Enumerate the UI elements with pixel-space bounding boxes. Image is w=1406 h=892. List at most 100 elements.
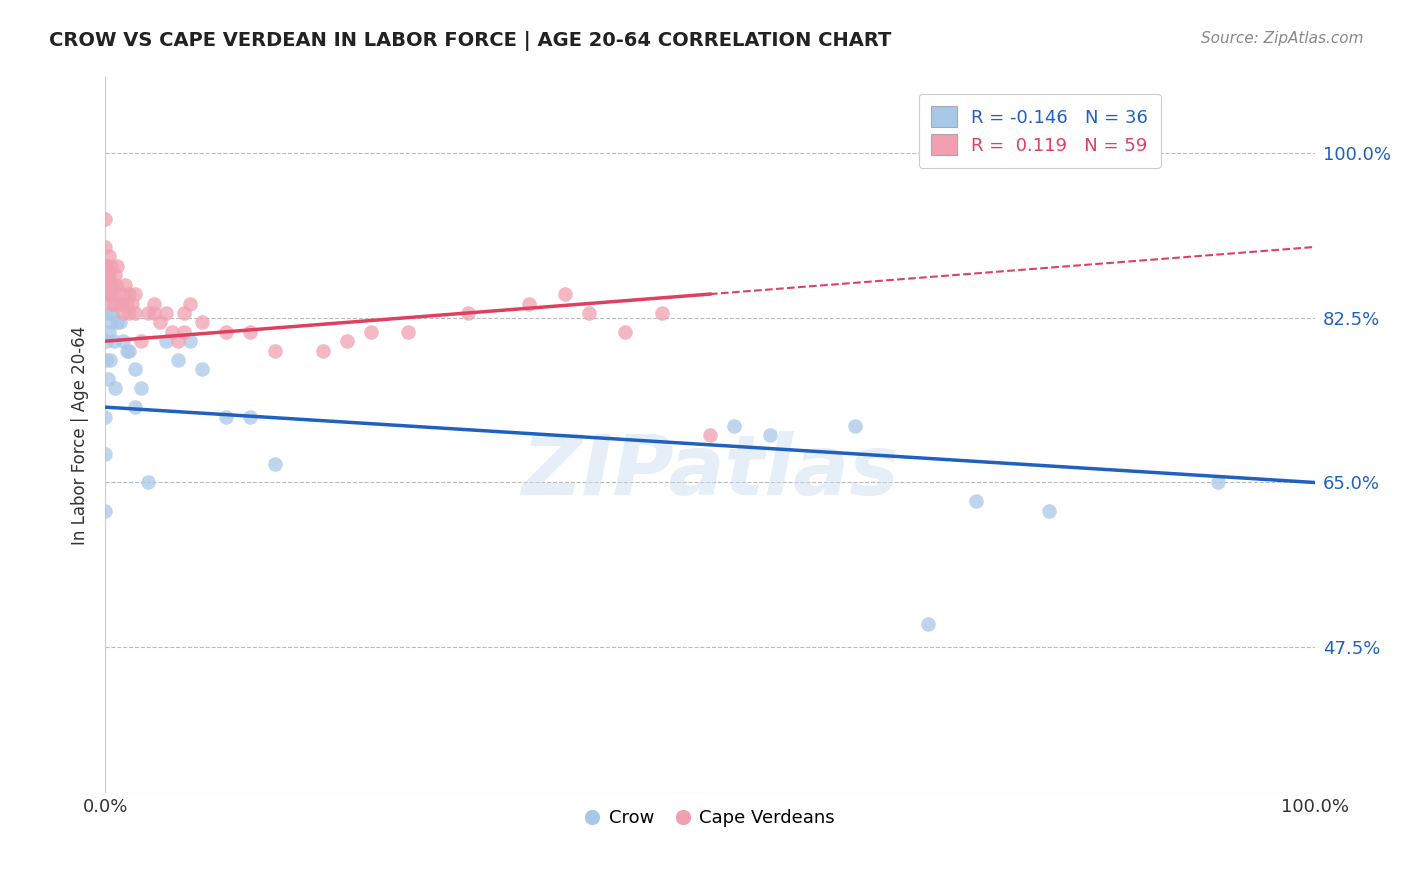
Point (105, 315, 128, 329)
Point (166, 334, 188, 349)
Point (108, 315, 131, 329)
Point (173, 325, 195, 339)
Point (97, 268, 120, 283)
Text: CROW VS CAPE VERDEAN IN LABOR FORCE | AGE 20-64 CORRELATION CHART: CROW VS CAPE VERDEAN IN LABOR FORCE | AG… (49, 31, 891, 51)
Point (166, 353, 188, 368)
Legend: Crow, Cape Verdeans: Crow, Cape Verdeans (578, 802, 842, 834)
Point (115, 296, 138, 310)
Point (1038, 504, 1060, 518)
Point (517, 296, 540, 310)
Y-axis label: In Labor Force | Age 20-64: In Labor Force | Age 20-64 (72, 326, 89, 545)
Point (360, 325, 382, 339)
Point (94, 259, 117, 273)
Point (191, 315, 214, 329)
Point (131, 381, 153, 395)
Point (121, 296, 143, 310)
Text: ZIPatlas: ZIPatlas (522, 431, 898, 512)
Point (94, 277, 117, 292)
Point (94, 447, 117, 461)
Point (101, 296, 124, 310)
Point (97, 372, 120, 386)
Point (191, 362, 214, 376)
Point (97, 249, 120, 263)
Point (124, 306, 146, 320)
Point (97, 287, 120, 301)
Point (103, 287, 125, 301)
Point (104, 268, 127, 283)
Point (94, 504, 117, 518)
Point (105, 259, 128, 273)
Point (155, 306, 177, 320)
Point (965, 494, 987, 508)
Text: Source: ZipAtlas.com: Source: ZipAtlas.com (1201, 31, 1364, 46)
Point (100, 277, 122, 292)
Point (97, 268, 120, 283)
Point (114, 277, 136, 292)
Point (97, 306, 120, 320)
Point (103, 334, 125, 349)
Point (97, 325, 120, 339)
Point (614, 325, 637, 339)
Point (118, 343, 141, 358)
Point (108, 296, 131, 310)
Point (94, 240, 117, 254)
Point (94, 211, 117, 226)
Point (396, 325, 419, 339)
Point (263, 457, 285, 471)
Point (312, 343, 335, 358)
Point (94, 409, 117, 424)
Point (136, 306, 159, 320)
Point (124, 362, 146, 376)
Point (149, 315, 172, 329)
Point (173, 306, 195, 320)
Point (96, 334, 118, 349)
Point (115, 343, 138, 358)
Point (215, 409, 238, 424)
Point (96, 268, 118, 283)
Point (98, 277, 121, 292)
Point (124, 287, 146, 301)
Point (112, 334, 135, 349)
Point (215, 325, 238, 339)
Point (136, 475, 159, 490)
Point (100, 315, 122, 329)
Point (554, 287, 576, 301)
Point (336, 334, 359, 349)
Point (103, 296, 125, 310)
Point (96, 287, 118, 301)
Point (101, 277, 124, 292)
Point (699, 428, 721, 442)
Point (263, 343, 285, 358)
Point (179, 296, 201, 310)
Point (112, 306, 135, 320)
Point (124, 400, 146, 414)
Point (179, 334, 201, 349)
Point (101, 306, 124, 320)
Point (96, 259, 118, 273)
Point (118, 306, 141, 320)
Point (104, 381, 127, 395)
Point (110, 296, 132, 310)
Point (98, 353, 121, 368)
Point (98, 287, 121, 301)
Point (112, 287, 135, 301)
Point (239, 325, 262, 339)
Point (105, 277, 128, 292)
Point (723, 419, 745, 434)
Point (917, 616, 939, 631)
Point (96, 353, 118, 368)
Point (239, 409, 262, 424)
Point (578, 306, 600, 320)
Point (100, 259, 122, 273)
Point (457, 306, 479, 320)
Point (1206, 475, 1229, 490)
Point (160, 325, 183, 339)
Point (142, 296, 165, 310)
Point (844, 419, 866, 434)
Point (142, 306, 165, 320)
Point (759, 428, 782, 442)
Point (651, 306, 673, 320)
Point (155, 334, 177, 349)
Point (131, 334, 153, 349)
Point (118, 287, 141, 301)
